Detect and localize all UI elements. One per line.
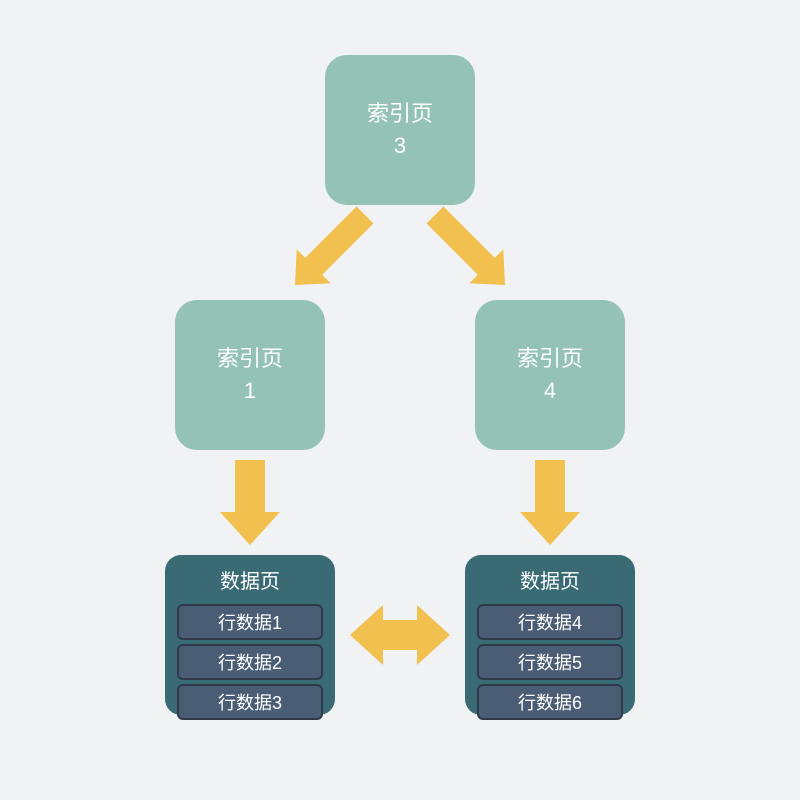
data-row: 行数据4	[477, 604, 623, 640]
index-node-number: 4	[544, 376, 556, 406]
index-node-label: 索引页	[217, 344, 283, 374]
index-node-left: 索引页 1	[175, 300, 325, 450]
data-node-title: 数据页	[520, 565, 580, 594]
diagram-canvas: 索引页 3 索引页 1 索引页 4 数据页 行数据1 行数据2 行数据3 数据页…	[0, 0, 800, 800]
index-node-label: 索引页	[517, 344, 583, 374]
index-node-label: 索引页	[367, 99, 433, 129]
double-arrow-icon	[350, 605, 450, 665]
data-row: 行数据5	[477, 644, 623, 680]
data-row: 行数据2	[177, 644, 323, 680]
data-node-title: 数据页	[220, 565, 280, 594]
data-row: 行数据1	[177, 604, 323, 640]
index-node-number: 1	[244, 376, 256, 406]
data-row: 行数据3	[177, 684, 323, 720]
index-node-root: 索引页 3	[325, 55, 475, 205]
arrow-icon	[295, 207, 373, 285]
arrow-icon	[520, 460, 580, 545]
index-node-right: 索引页 4	[475, 300, 625, 450]
data-node-left: 数据页 行数据1 行数据2 行数据3	[165, 555, 335, 715]
data-row: 行数据6	[477, 684, 623, 720]
index-node-number: 3	[394, 131, 406, 161]
data-node-right: 数据页 行数据4 行数据5 行数据6	[465, 555, 635, 715]
arrow-icon	[427, 207, 505, 285]
arrow-icon	[220, 460, 280, 545]
